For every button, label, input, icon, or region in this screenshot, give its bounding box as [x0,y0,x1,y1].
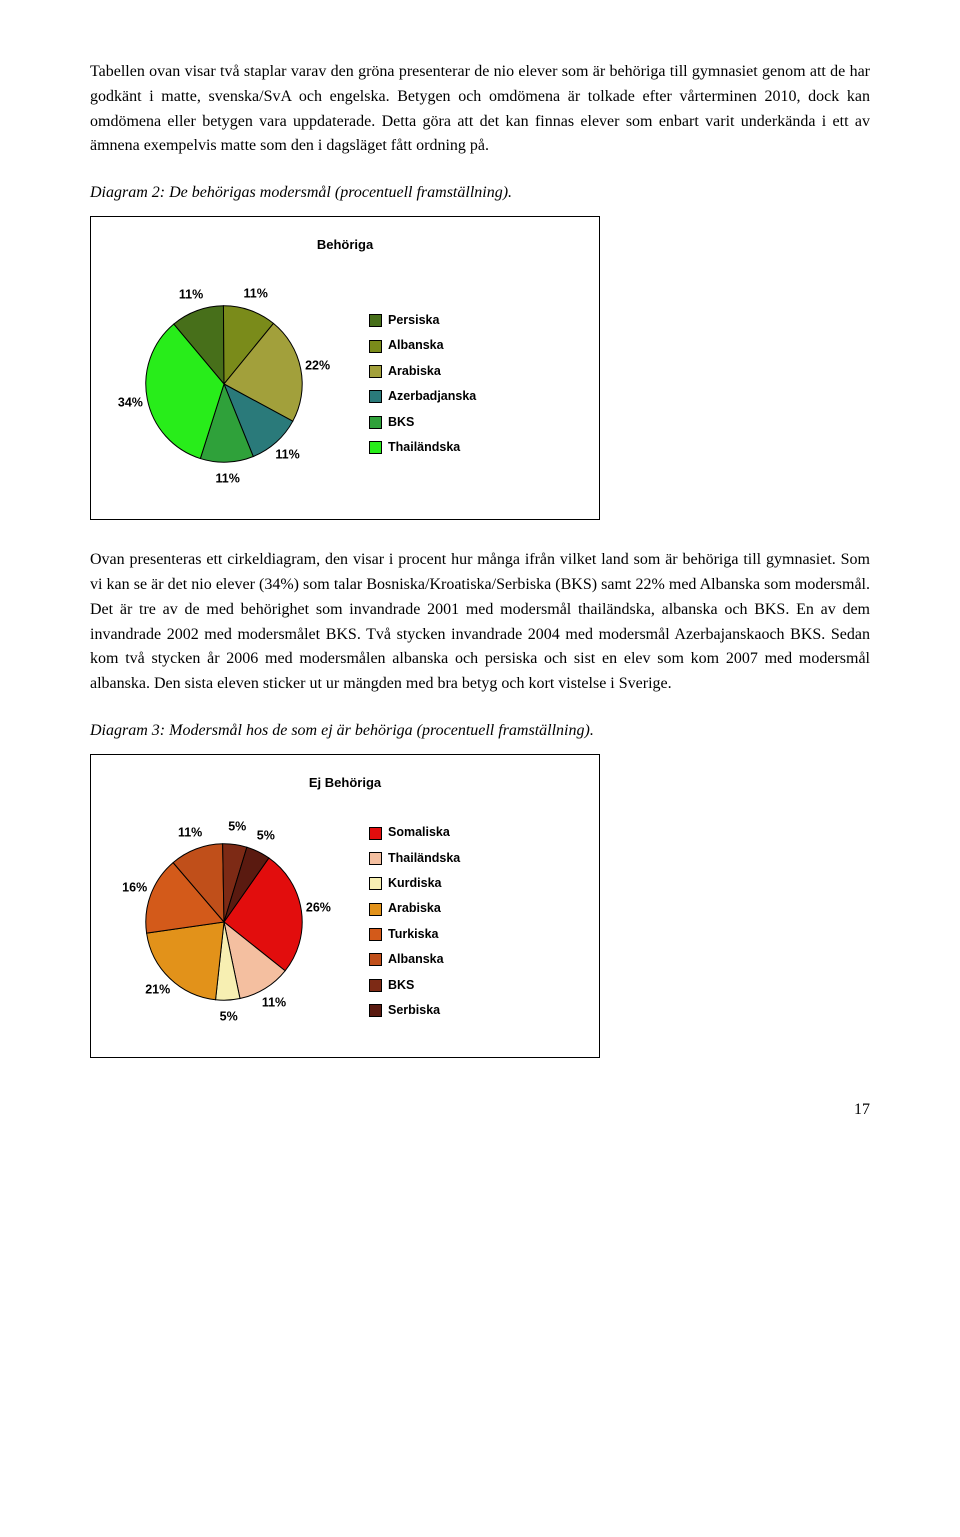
legend-swatch [369,390,382,403]
legend-item: Thailändska [369,849,460,868]
legend-item: Turkiska [369,925,460,944]
legend-swatch [369,852,382,865]
pie-slice-label: 5% [257,826,275,845]
legend-item: BKS [369,976,460,995]
legend-label: Albanska [388,950,444,969]
legend-item: BKS [369,413,476,432]
pie-slice-label: 11% [179,285,203,304]
pie-slice-label: 22% [305,356,330,375]
legend-item: Persiska [369,311,476,330]
legend-label: BKS [388,976,414,995]
legend-swatch [369,416,382,429]
legend-label: Albanska [388,336,444,355]
paragraph-1: Tabellen ovan visar två staplar varav de… [90,60,870,159]
legend-swatch [369,827,382,840]
legend-label: Somaliska [388,823,450,842]
legend-swatch [369,979,382,992]
legend-label: Thailändska [388,849,460,868]
chart-2-pie: 26% 11% 5% 21% 16% 11% 5% 5% [109,807,339,1037]
pie-slice-label: 11% [215,470,239,489]
legend-label: Serbiska [388,1001,440,1020]
pie-slice-label: 11% [244,284,268,303]
legend-item: Arabiska [369,362,476,381]
pie-slice-label: 26% [306,899,331,918]
diagram-2-caption: Diagram 2: De behörigas modersmål (proce… [90,181,870,206]
pie-slice-label: 11% [275,446,299,465]
legend-item: Kurdiska [369,874,460,893]
legend-label: BKS [388,413,414,432]
legend-item: Arabiska [369,899,460,918]
legend-item: Somaliska [369,823,460,842]
legend-label: Turkiska [388,925,439,944]
legend-item: Albanska [369,950,460,969]
legend-item: Azerbadjanska [369,387,476,406]
legend-label: Arabiska [388,362,441,381]
legend-label: Thailändska [388,438,460,457]
chart-2-title: Ej Behöriga [109,773,581,793]
legend-item: Serbiska [369,1001,460,1020]
pie-slice-label: 5% [228,818,246,837]
legend-label: Kurdiska [388,874,442,893]
legend-swatch [369,877,382,890]
chart-ej-behoriga: Ej Behöriga 26% 11% 5% 21% 16% 11% 5% 5% Somali… [90,754,600,1058]
chart-behoriga: Behöriga 11% 11% 22% 11% 11% 34% Persiska Alba… [90,216,600,520]
chart-1-pie: 11% 11% 22% 11% 11% 34% [109,269,339,499]
paragraph-2: Ovan presenteras ett cirkeldiagram, den … [90,548,870,697]
legend-swatch [369,903,382,916]
pie-slice-label: 11% [178,823,202,842]
legend-swatch [369,340,382,353]
pie-slice-label: 5% [220,1007,238,1026]
legend-swatch [369,365,382,378]
legend-swatch [369,441,382,454]
pie-slice-label: 34% [118,393,143,412]
pie-slice-label: 16% [122,879,147,898]
pie-slice-label: 21% [145,981,170,1000]
chart-1-title: Behöriga [109,235,581,255]
legend-item: Albanska [369,336,476,355]
legend-item: Thailändska [369,438,476,457]
legend-label: Persiska [388,311,439,330]
legend-swatch [369,953,382,966]
chart-1-body: 11% 11% 22% 11% 11% 34% Persiska Albanska Arabi… [109,269,581,499]
legend-swatch [369,314,382,327]
page-number: 17 [90,1098,870,1123]
legend-swatch [369,1004,382,1017]
legend-label: Arabiska [388,899,441,918]
legend-label: Azerbadjanska [388,387,476,406]
pie-slice-label: 11% [262,993,286,1012]
legend-swatch [369,928,382,941]
chart-2-legend: Somaliska Thailändska Kurdiska Arabiska Turk… [369,817,460,1026]
diagram-3-caption: Diagram 3: Modersmål hos de som ej är be… [90,719,870,744]
chart-1-legend: Persiska Albanska Arabiska Azerbadjanska BKS… [369,305,476,463]
chart-2-body: 26% 11% 5% 21% 16% 11% 5% 5% Somaliska Thailänds… [109,807,581,1037]
